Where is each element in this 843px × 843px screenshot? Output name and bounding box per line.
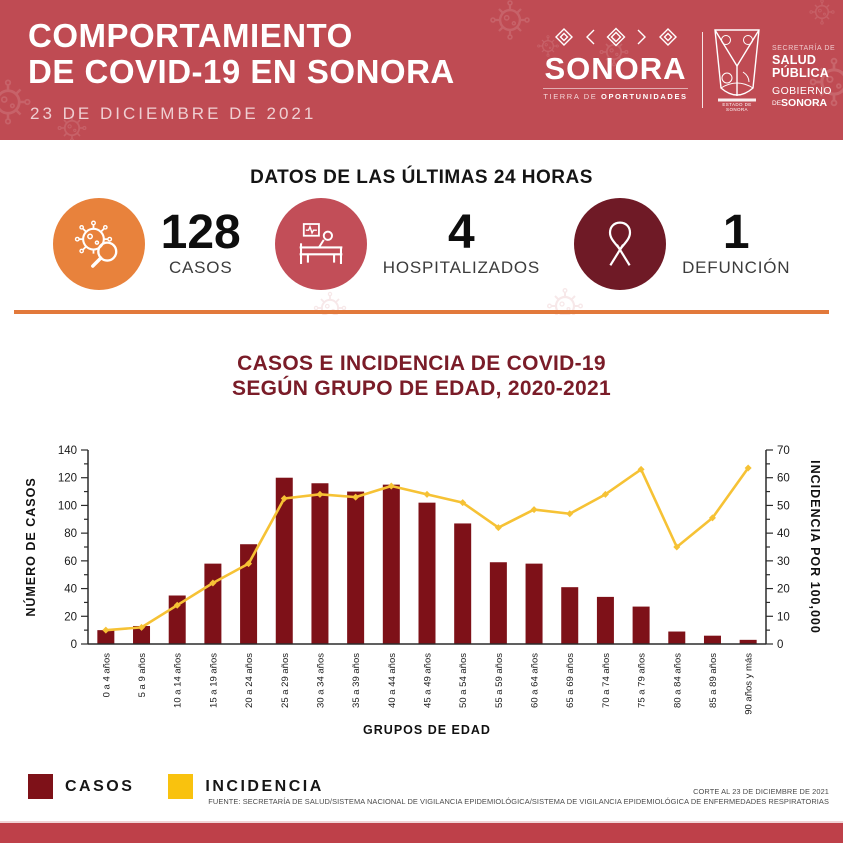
svg-text:5 a 9 años: 5 a 9 años xyxy=(137,653,148,698)
casos-swatch xyxy=(28,774,53,799)
bottom-red-bar xyxy=(0,821,843,843)
svg-text:0: 0 xyxy=(777,639,783,651)
tagline-light: TIERRA DE xyxy=(543,92,598,101)
defuncion-value: 1 xyxy=(722,205,750,259)
casos-legend-label: CASOS xyxy=(65,777,135,795)
chart-container: 0 20 40 60 80 100 120 140 0 10 20 30 40 50 60 70 0 a 4 a… xyxy=(20,438,823,750)
source-note: CORTE AL 23 DE DICIEMBRE DE 2021 FUENTE:… xyxy=(208,787,829,807)
page-title: COMPORTAMIENTO DE COVID-19 EN SONORA xyxy=(28,18,455,90)
casos-label: CASOS xyxy=(168,257,233,277)
ministry-gov-line: GOBIERNO xyxy=(772,85,832,97)
report-date: 23 DE DICIEMBRE DE 2021 xyxy=(30,104,317,123)
svg-text:90 años y más: 90 años y más xyxy=(744,653,755,715)
sonora-tagline: TIERRA DE OPORTUNIDADES xyxy=(543,88,688,101)
legend-item-incidencia: INCIDENCIA xyxy=(168,774,323,799)
hospital-bed-icon xyxy=(299,223,343,264)
svg-text:40 a 44 años: 40 a 44 años xyxy=(387,653,398,708)
defuncion-label: DEFUNCIÓN xyxy=(682,257,791,277)
svg-text:45 a 49 años: 45 a 49 años xyxy=(423,653,434,708)
svg-text:0 a 4 años: 0 a 4 años xyxy=(101,653,112,698)
orange-divider xyxy=(14,310,829,314)
ministry-logo-text: SECRETARÍA DE SALUD PÚBLICA GOBIERNO DES… xyxy=(772,45,843,108)
ministry-dept-small: SECRETARÍA DE xyxy=(772,45,836,52)
svg-text:GRUPOS DE EDAD: GRUPOS DE EDAD xyxy=(363,723,491,737)
svg-text:140: 140 xyxy=(58,445,77,457)
hospitalizados-stat-text: 4 HOSPITALIZADOS xyxy=(382,205,541,278)
svg-text:120: 120 xyxy=(58,473,77,485)
stats-row: 128 CASOS xyxy=(0,198,843,290)
chart-title-line2: SEGÚN GRUPO DE EDAD, 2020-2021 xyxy=(232,377,611,400)
svg-text:30 a 34 años: 30 a 34 años xyxy=(315,653,326,708)
age-group-chart: 0 20 40 60 80 100 120 140 0 10 20 30 40 50 60 70 0 a 4 a… xyxy=(23,445,822,737)
stat-item-casos: 128 CASOS xyxy=(52,198,241,290)
corte-text: CORTE AL 23 DE DICIEMBRE DE 2021 xyxy=(693,787,829,796)
chart-title: CASOS E INCIDENCIA DE COVID-19 SEGÚN GRU… xyxy=(0,351,843,401)
stats-section-title: DATOS DE LAS ÚLTIMAS 24 HORAS xyxy=(250,167,593,188)
defuncion-stat-text: 1 DEFUNCIÓN xyxy=(682,205,791,278)
casos-stat-text: 128 CASOS xyxy=(160,205,241,278)
incidencia-legend-label: INCIDENCIA xyxy=(205,777,324,795)
sonora-brand-logo: SONORA TIERRA DE OPORTUNIDADES xyxy=(543,27,688,101)
svg-text:60 a 64 años: 60 a 64 años xyxy=(530,653,541,708)
svg-text:85 a 89 años: 85 a 89 años xyxy=(708,653,719,708)
svg-text:15 a 19 años: 15 a 19 años xyxy=(208,653,219,708)
svg-text:10 a 14 años: 10 a 14 años xyxy=(173,653,184,708)
svg-text:50 a 54 años: 50 a 54 años xyxy=(458,653,469,708)
stat-item-defuncion: 1 DEFUNCIÓN xyxy=(574,198,790,290)
ministry-gov-line2: DESONORA xyxy=(772,96,843,109)
sonora-wordmark: SONORA xyxy=(544,51,687,86)
svg-text:30: 30 xyxy=(777,556,790,568)
svg-text:75 a 79 años: 75 a 79 años xyxy=(637,653,648,708)
svg-text:50: 50 xyxy=(777,500,790,512)
svg-text:100: 100 xyxy=(58,500,77,512)
svg-text:20: 20 xyxy=(64,611,77,623)
svg-text:20: 20 xyxy=(777,584,790,596)
ministry-de: DE xyxy=(772,99,782,107)
svg-text:20 a 24 años: 20 a 24 años xyxy=(244,653,255,708)
ministry-sonora: SONORA xyxy=(781,96,828,109)
svg-text:NÚMERO DE CASOS: NÚMERO DE CASOS xyxy=(23,477,38,616)
hospitalizados-label: HOSPITALIZADOS xyxy=(382,257,541,277)
page-title-line2: DE COVID-19 EN SONORA xyxy=(28,53,455,90)
svg-text:40: 40 xyxy=(64,584,77,596)
svg-text:INCIDENCIA POR 100,000: INCIDENCIA POR 100,000 xyxy=(808,460,822,634)
svg-text:70 a 74 años: 70 a 74 años xyxy=(601,653,612,708)
hospitalizados-circle xyxy=(274,198,367,290)
svg-text:60: 60 xyxy=(64,556,77,568)
ministry-dept-bold: SALUD PÚBLICA xyxy=(772,53,829,80)
svg-text:40: 40 xyxy=(777,528,790,540)
tagline-bold: OPORTUNIDADES xyxy=(601,92,688,101)
logo-divider-line xyxy=(702,32,703,108)
svg-text:25 a 29 años: 25 a 29 años xyxy=(280,653,291,708)
legend-item-casos: CASOS xyxy=(28,774,134,799)
virus-search-icon xyxy=(74,220,118,268)
defuncion-circle xyxy=(574,198,667,290)
stat-item-hospitalizados: 4 HOSPITALIZADOS xyxy=(274,198,541,290)
header-banner: COMPORTAMIENTO DE COVID-19 EN SONORA 23 … xyxy=(0,0,843,140)
svg-text:80 a 84 años: 80 a 84 años xyxy=(672,653,683,708)
svg-text:60: 60 xyxy=(777,473,790,485)
chart-title-line1: CASOS E INCIDENCIA DE COVID-19 xyxy=(237,352,606,375)
sonora-diamonds-icon xyxy=(554,27,677,47)
hospitalizados-value: 4 xyxy=(448,205,475,259)
svg-text:65 a 69 años: 65 a 69 años xyxy=(565,653,576,708)
sonora-coat-of-arms-icon xyxy=(714,29,760,102)
fuente-text: FUENTE: SECRETARÍA DE SALUD/SISTEMA NACI… xyxy=(208,797,829,806)
coat-of-arms-caption: ESTADO DE SONORA xyxy=(722,102,752,112)
casos-value: 128 xyxy=(160,205,241,259)
chart-legend: CASOS INCIDENCIA xyxy=(28,774,324,799)
svg-text:55 a 59 años: 55 a 59 años xyxy=(494,653,505,708)
svg-text:35 a 39 años: 35 a 39 años xyxy=(351,653,362,708)
incidencia-swatch xyxy=(168,774,194,799)
svg-text:70: 70 xyxy=(777,445,790,457)
svg-text:10: 10 xyxy=(777,611,790,623)
page-title-line1: COMPORTAMIENTO xyxy=(28,17,353,54)
mourning-ribbon-icon xyxy=(608,221,632,266)
svg-text:0: 0 xyxy=(71,639,77,651)
svg-text:80: 80 xyxy=(64,528,77,540)
casos-circle xyxy=(52,198,145,290)
